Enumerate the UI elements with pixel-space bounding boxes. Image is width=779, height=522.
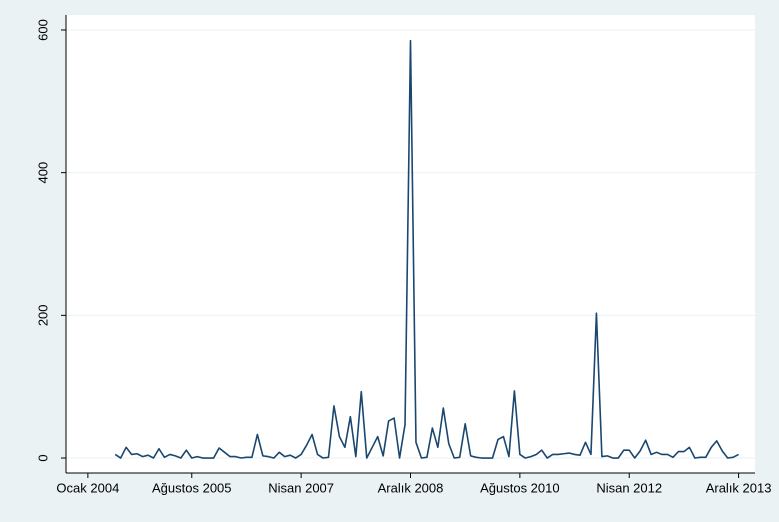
y-tick-label: 200: [35, 304, 50, 326]
x-tick-label: Ocak 2004: [56, 480, 119, 495]
y-tick-label: 400: [35, 162, 50, 184]
x-tick-label: Ağustos 2005: [152, 480, 232, 495]
y-tick-label: 0: [35, 454, 50, 461]
y-tick-label: 600: [35, 19, 50, 41]
x-tick-label: Ağustos 2010: [480, 480, 560, 495]
x-tick-label: Aralık 2008: [378, 480, 444, 495]
x-tick-label: Nisan 2012: [596, 480, 662, 495]
x-tick-label: Nisan 2007: [268, 480, 334, 495]
x-tick-label: Aralık 2013: [706, 480, 772, 495]
data-line: [114, 39, 739, 459]
